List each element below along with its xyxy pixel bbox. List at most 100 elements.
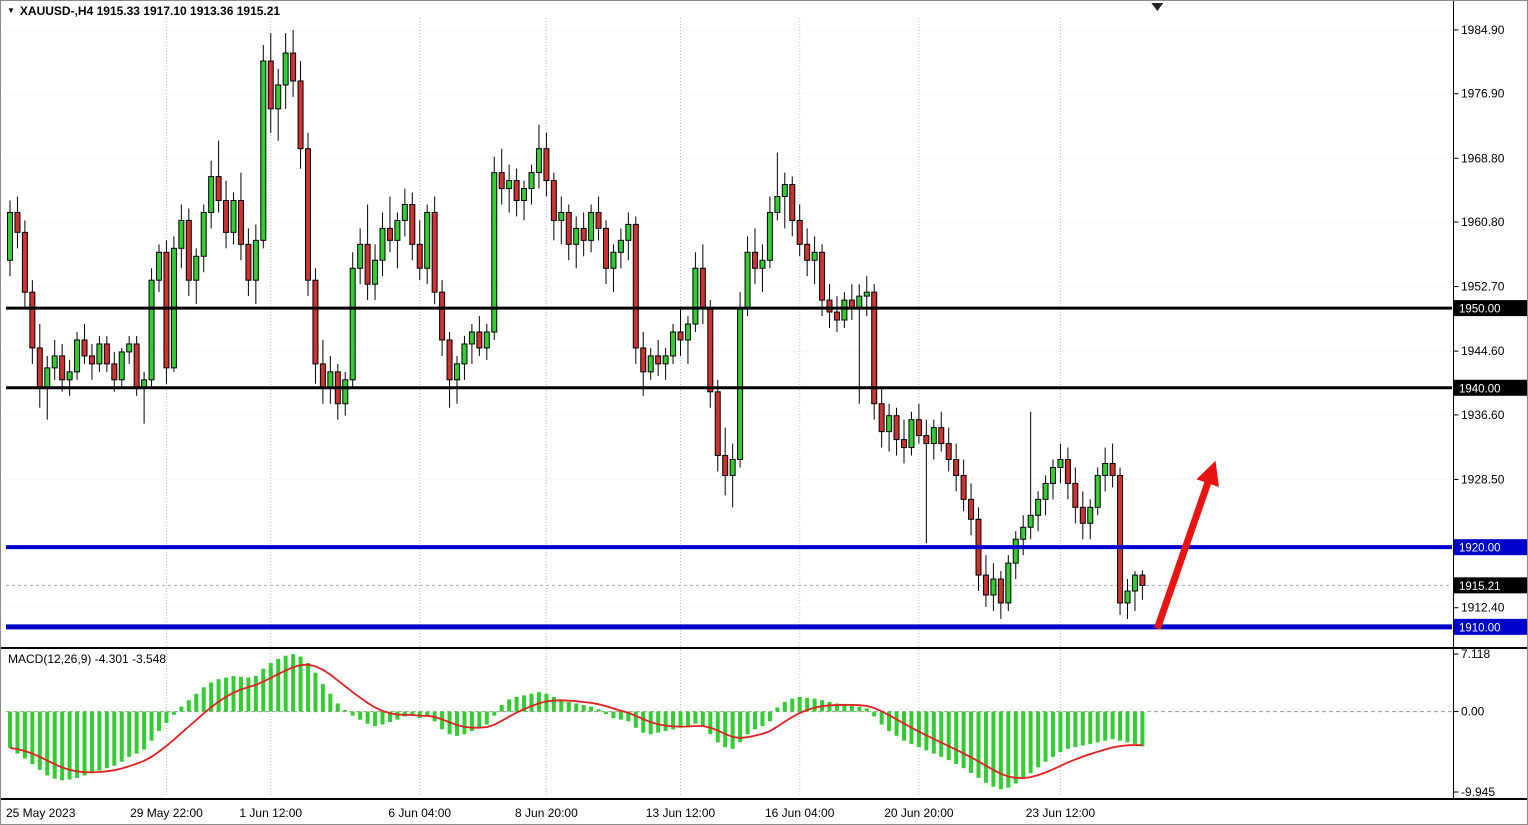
macd-histogram-bar xyxy=(127,711,132,757)
candle xyxy=(178,219,185,249)
time-axis-label: 1 Jun 12:00 xyxy=(239,806,302,820)
candle xyxy=(88,355,95,365)
candle xyxy=(319,363,326,389)
candle xyxy=(521,188,528,202)
macd-histogram-bar xyxy=(522,695,527,712)
candle xyxy=(14,211,21,233)
macd-histogram-bar xyxy=(998,711,1003,790)
macd-histogram-bar xyxy=(1140,711,1145,747)
macd-histogram-bar xyxy=(276,658,281,712)
macd-histogram-bar xyxy=(879,711,884,725)
macd-histogram-bar xyxy=(611,711,616,719)
time-axis[interactable] xyxy=(0,800,1528,825)
candle xyxy=(677,331,684,341)
macd-histogram-bar xyxy=(551,697,556,712)
macd-histogram-bar xyxy=(201,687,206,712)
macd-histogram-bar xyxy=(1095,711,1100,743)
macd-histogram-bar xyxy=(492,711,497,716)
candle xyxy=(1050,466,1056,484)
candle xyxy=(692,267,699,325)
candle xyxy=(923,435,930,445)
candle xyxy=(655,355,662,365)
candle xyxy=(670,331,677,357)
candle xyxy=(886,415,893,433)
candle xyxy=(573,227,580,245)
macd-histogram-bar xyxy=(797,697,802,712)
price-tag-1910.00 xyxy=(1454,618,1528,635)
candle xyxy=(349,267,356,381)
macd-histogram-bar xyxy=(60,711,65,781)
macd-histogram-bar xyxy=(104,711,109,769)
candle xyxy=(111,363,118,381)
macd-histogram-bar xyxy=(97,711,102,771)
price-axis[interactable] xyxy=(1454,0,1528,799)
macd-histogram-bar xyxy=(946,711,951,761)
candle xyxy=(841,299,848,321)
candle xyxy=(558,211,565,221)
candle xyxy=(59,355,66,381)
time-axis-label: 6 Jun 04:00 xyxy=(388,806,451,820)
candle xyxy=(36,347,43,389)
macd-histogram-bar xyxy=(589,706,594,712)
candle xyxy=(893,415,900,441)
macd-histogram-bar xyxy=(827,701,832,712)
macd-histogram-bar xyxy=(1118,711,1123,741)
macd-histogram-bar xyxy=(194,693,199,712)
candle xyxy=(699,267,706,309)
macd-histogram-bar xyxy=(715,711,720,743)
candle xyxy=(833,311,840,321)
macd-histogram-bar xyxy=(678,711,683,728)
candle xyxy=(305,148,311,281)
candle xyxy=(640,347,647,373)
macd-histogram-bar xyxy=(983,711,988,783)
candle xyxy=(409,203,416,245)
candle xyxy=(297,80,304,150)
macd-histogram-bar xyxy=(566,701,571,712)
candle xyxy=(632,223,639,349)
time-axis-label: 16 Jun 04:00 xyxy=(765,806,835,820)
price-tag-1910.00-text: 1910.00 xyxy=(1459,622,1501,634)
macd-histogram-bar xyxy=(157,711,161,731)
candle xyxy=(200,211,207,257)
candle xyxy=(51,355,58,369)
macd-histogram-bar xyxy=(916,711,921,748)
candle xyxy=(1094,474,1101,508)
macd-histogram-bar xyxy=(484,711,489,725)
macd-histogram-bar xyxy=(685,711,690,727)
macd-histogram-bar xyxy=(75,711,80,778)
time-axis-label: 13 Jun 12:00 xyxy=(646,806,716,820)
macd-histogram-bar xyxy=(291,654,296,712)
candle xyxy=(290,52,297,82)
macd-histogram-bar xyxy=(1088,711,1093,744)
candle xyxy=(1102,462,1109,476)
candle xyxy=(901,439,907,449)
macd-histogram-bar xyxy=(864,708,869,712)
macd-histogram-bar xyxy=(961,711,966,769)
macd-histogram-bar xyxy=(306,663,310,712)
macd-tick-label: 7.118 xyxy=(1461,647,1490,661)
macd-histogram-bar xyxy=(931,711,936,754)
candle xyxy=(230,200,237,233)
chart-shift-marker-icon[interactable] xyxy=(1151,3,1164,11)
price-tick-label: 1952.70 xyxy=(1461,280,1505,294)
collapse-arrow-icon[interactable]: ▼ xyxy=(7,6,15,15)
candle xyxy=(245,243,252,281)
candle xyxy=(312,279,319,365)
candle xyxy=(74,339,81,373)
time-axis-label: 29 May 22:00 xyxy=(130,806,203,820)
trend-arrow[interactable] xyxy=(1153,460,1219,630)
macd-histogram-bar xyxy=(231,675,236,712)
candle xyxy=(275,84,282,110)
macd-histogram-bar xyxy=(872,711,877,717)
macd-histogram-bar xyxy=(1125,711,1130,743)
price-tag-1950.00-text: 1950.00 xyxy=(1459,304,1501,316)
candle xyxy=(431,211,438,293)
macd-histogram-bar xyxy=(1043,711,1048,762)
macd-histogram-bar xyxy=(775,707,780,712)
macd-histogram-bar xyxy=(469,711,474,731)
candle xyxy=(1064,459,1071,484)
macd-histogram-bar xyxy=(656,711,661,733)
candle xyxy=(811,251,818,261)
candle xyxy=(1109,462,1116,476)
